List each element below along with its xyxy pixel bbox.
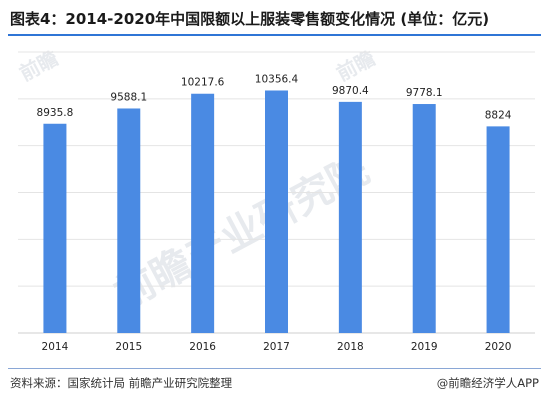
chart-title: 图表4：2014-2020年中国限额以上服装零售额变化情况 (单位：亿元) [10, 10, 490, 28]
data-label: 10356.4 [255, 73, 299, 85]
footer-divider [8, 368, 541, 369]
bar [486, 126, 510, 333]
x-tick-label: 2014 [42, 341, 69, 353]
credit-note: @前瞻经济学人APP [436, 376, 539, 390]
data-label: 8824 [485, 109, 512, 121]
data-label: 9778.1 [406, 87, 443, 99]
x-tick-label: 2017 [263, 341, 290, 353]
bar [191, 93, 215, 333]
x-tick-label: 2016 [189, 341, 216, 353]
bar [265, 90, 288, 333]
bar [117, 108, 141, 333]
bar [43, 123, 67, 333]
x-tick-label: 2020 [485, 341, 512, 353]
data-label: 9870.4 [332, 85, 369, 97]
data-label: 10217.6 [181, 77, 225, 89]
title-underline [8, 34, 541, 36]
x-tick-label: 2015 [115, 341, 142, 353]
x-tick-label: 2019 [411, 341, 438, 353]
data-label: 8935.8 [37, 107, 74, 119]
bar [412, 104, 436, 333]
x-tick-label: 2018 [337, 341, 364, 353]
source-note: 资料来源：国家统计局 前瞻产业研究院整理 [10, 376, 233, 390]
bar [338, 101, 362, 333]
data-label: 9588.1 [110, 91, 147, 103]
